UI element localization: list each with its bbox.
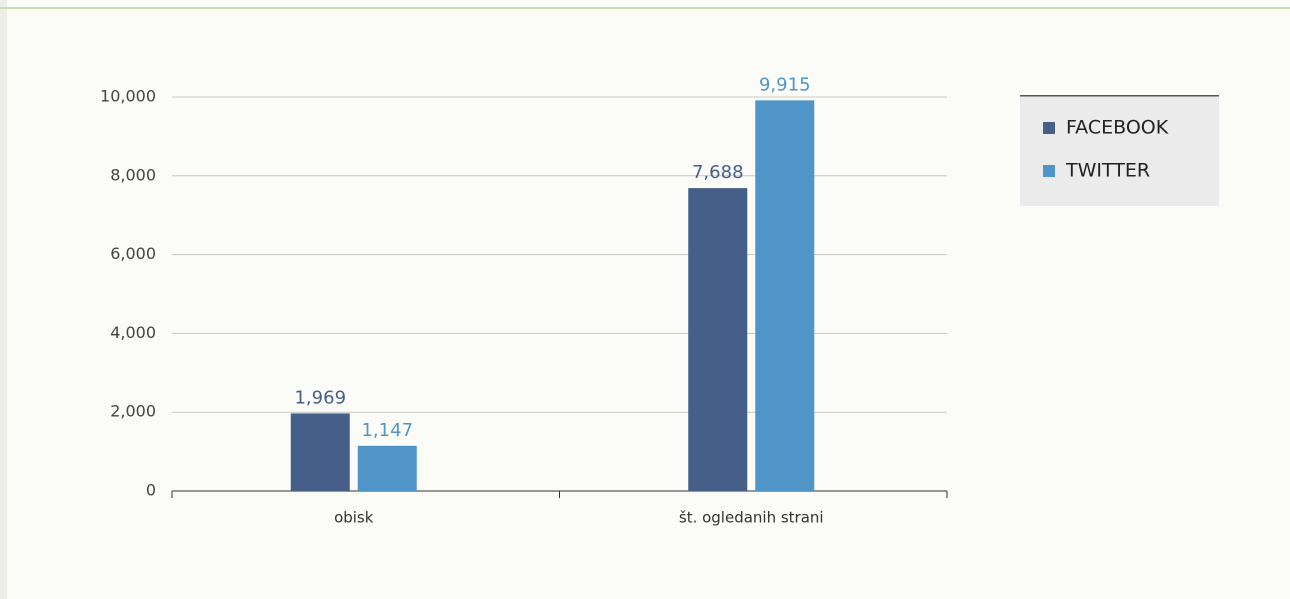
legend: FACEBOOK TWITTER — [1020, 95, 1219, 206]
x-tick-label: obisk — [334, 509, 374, 527]
bar — [755, 100, 815, 491]
legend-label: FACEBOOK — [1066, 117, 1169, 139]
value-label: 9,915 — [759, 74, 811, 95]
y-tick-label: 8,000 — [110, 165, 156, 184]
value-label: 1,969 — [294, 387, 346, 408]
legend-box — [1020, 96, 1219, 206]
y-tick-label: 10,000 — [100, 87, 156, 106]
bar — [688, 188, 748, 491]
legend-swatch — [1043, 165, 1055, 177]
legend-swatch — [1043, 122, 1055, 134]
legend-label: TWITTER — [1065, 160, 1150, 182]
side-strip — [0, 0, 7, 599]
bar — [290, 413, 350, 491]
y-tick-label: 6,000 — [110, 244, 156, 263]
x-tick-label: št. ogledanih strani — [679, 509, 824, 527]
top-rule — [0, 7, 1290, 9]
y-tick-label: 2,000 — [110, 402, 156, 421]
value-label: 7,688 — [692, 162, 744, 183]
y-tick-label: 0 — [146, 481, 156, 500]
legend-rule — [1020, 95, 1219, 97]
y-tick-label: 4,000 — [110, 323, 156, 342]
bar — [357, 445, 417, 491]
value-label: 1,147 — [361, 420, 413, 441]
